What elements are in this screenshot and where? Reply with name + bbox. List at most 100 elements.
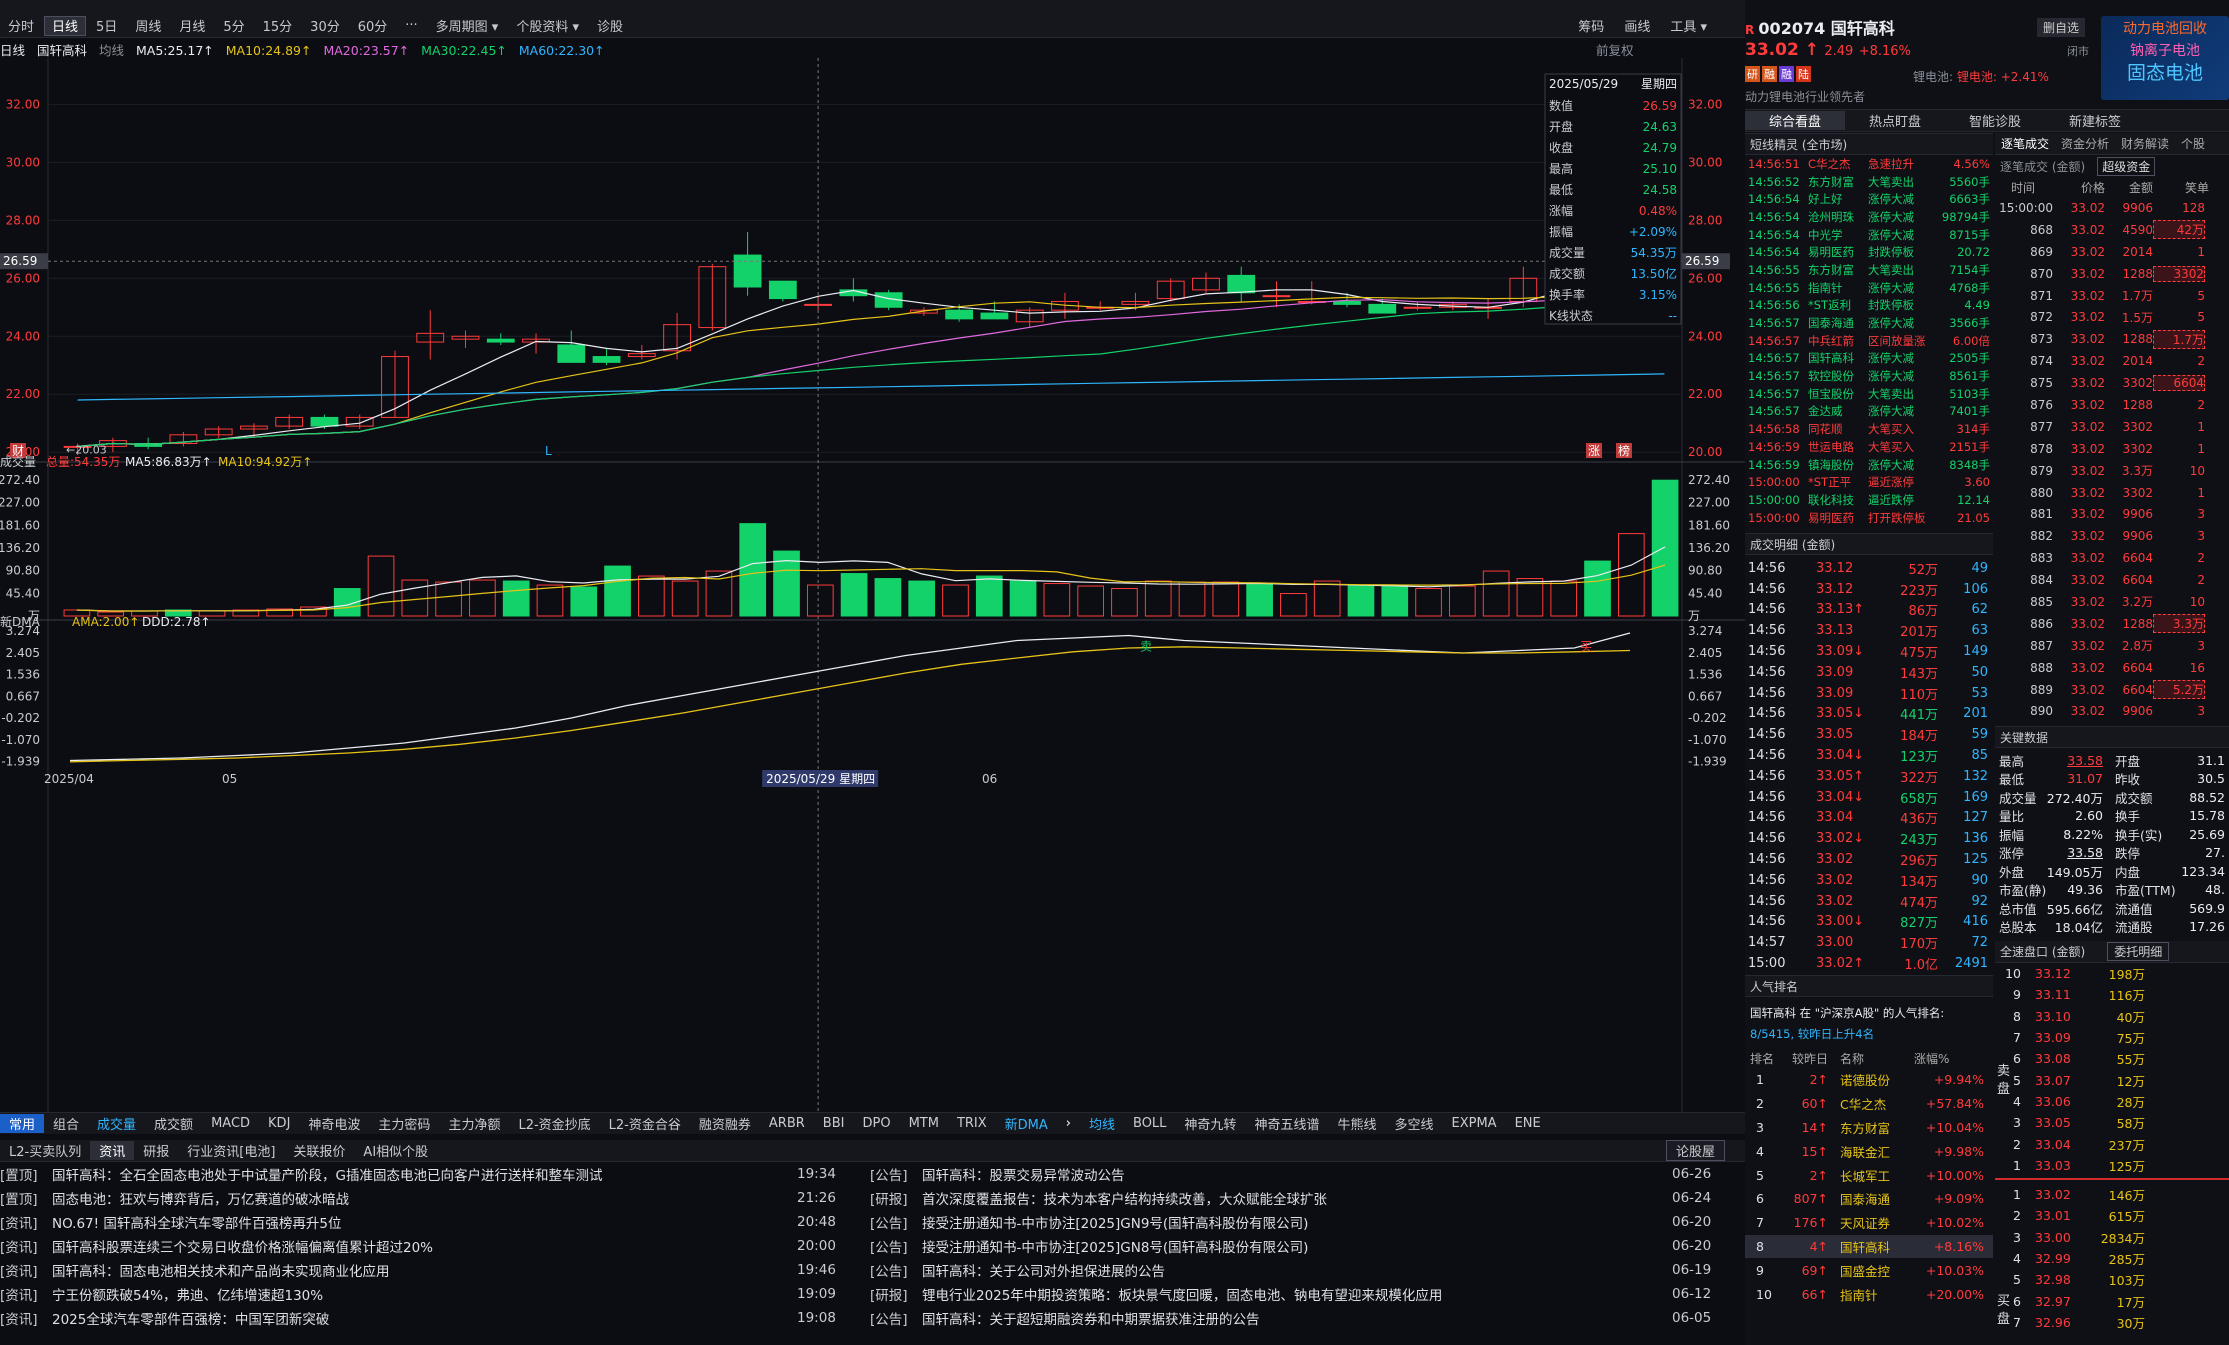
toolbar-right-item[interactable]: 筹码 [1578,20,1605,35]
short-row[interactable]: 14:56:54 中光学 涨停大减 8715手 [1748,226,1993,244]
candle-body[interactable] [451,335,480,340]
indicator-tab[interactable]: MACD [211,1116,251,1131]
short-row[interactable]: 14:56:55 指南针 涨停大减 4768手 [1748,279,1993,297]
rank-row[interactable]: 4 15↑ 海联金汇 +9.98% [1745,1139,1993,1163]
sell-level[interactable]: 1 33.03 125万 [1995,1155,2229,1176]
candle-body[interactable] [627,353,656,358]
volume-bar[interactable] [638,575,665,617]
short-row[interactable]: 14:56:57 金达威 涨停大减 7401手 [1748,403,1993,421]
candle-body[interactable] [1015,309,1044,323]
news-item[interactable]: [资讯] 国轩高科股票连续三个交易日收盘价格涨幅偏离值累计超过20% 20:00 [0,1234,850,1258]
volume-bar[interactable] [604,565,631,617]
tick-tab[interactable]: 财务解读 [2121,137,2170,151]
overlay-tab[interactable]: 牛熊线 [1337,1118,1377,1133]
volume-bar[interactable] [164,609,192,617]
news-tab[interactable]: 行业资讯[电池] [187,1145,276,1160]
indicator-tab[interactable]: 常用 [0,1114,45,1133]
candle-body[interactable] [204,428,233,436]
volume-bar[interactable] [1617,533,1645,617]
toolbar-item[interactable]: 5日 [96,20,118,35]
tick-tab[interactable]: 个股 [2181,137,2206,151]
news-item[interactable]: [资讯] 宁王份额跌破54%，弗迪、亿纬增速超130% 19:09 [0,1282,850,1306]
short-row[interactable]: 14:56:57 国轩高科 涨停大减 2505手 [1748,350,1993,368]
overlay-tab[interactable]: 神奇五线谱 [1254,1118,1320,1133]
news-tab[interactable]: 研报 [143,1145,170,1160]
candle-body[interactable] [310,416,339,427]
chart-area[interactable]: 32.00 32.00 30.00 30.00 28.00 28.00 26.00 26.00… [0,58,1745,1138]
candle-body[interactable] [1262,295,1291,298]
volume-bar[interactable] [1482,570,1510,617]
rank-row[interactable]: 3 14↑ 东方财富 +10.04% [1745,1116,1993,1140]
short-row[interactable]: 14:56:54 沧州明珠 涨停大减 98794手 [1748,208,1993,226]
volume-bar[interactable] [1381,584,1409,617]
tab-next-icon[interactable]: › [1065,1116,1071,1131]
buy-level[interactable]: 7 32.96 30万 [1995,1312,2229,1333]
volume-bar[interactable] [300,606,327,617]
candle-body[interactable] [768,280,797,300]
restore-toggle[interactable]: 前复权 [1596,43,1634,58]
volume-bar[interactable] [874,578,902,617]
short-row[interactable]: 14:56:51 C华之杰 急速拉升 4.56% [1748,155,1993,173]
buy-level[interactable]: 1 33.02 146万 [1995,1184,2229,1205]
sell-level[interactable]: 2 33.04 237万 [1995,1133,2229,1154]
indicator-tab[interactable]: 成交额 [154,1118,194,1133]
indicator-tab[interactable]: L2-资金合谷 [608,1118,681,1133]
order-detail-button[interactable]: 委托明细 [2107,942,2170,961]
rank-row[interactable]: 8 4↑ 国轩高科 +8.16% [1745,1234,1993,1259]
news-item[interactable]: [公告] 国轩高科：关于超短期融资券和中期票据获准注册的公告 06-05 [870,1306,1745,1330]
indicator-tab[interactable]: TRIX [956,1116,987,1131]
news-item[interactable]: [研报] 锂电行业2025年中期投资策略：板块景气度回暖，固态电池、钠电有望迎来规… [870,1282,1745,1306]
short-row[interactable]: 14:56:52 东方财富 大笔卖出 5560手 [1748,173,1993,191]
rank-row[interactable]: 1 2↑ 诺德股份 +9.94% [1745,1068,1993,1092]
news-tab[interactable]: AI相似个股 [363,1145,429,1160]
short-row[interactable]: 14:56:57 恒宝股份 大笔卖出 5103手 [1748,385,1993,403]
candle-body[interactable] [909,309,938,314]
volume-bar[interactable] [671,580,699,617]
toolbar-right-item[interactable]: 工具 ▾ [1670,20,1707,35]
toolbar-item[interactable]: 5分 [223,20,245,35]
short-row[interactable]: 14:56:59 世运电路 大笔买入 2151手 [1748,438,1993,456]
buy-level[interactable]: 4 32.99 285万 [1995,1248,2229,1269]
volume-bar[interactable] [367,555,395,617]
volume-bar[interactable] [1280,593,1307,617]
news-tab[interactable]: L2-买卖队列 [9,1145,82,1160]
overlay-tab[interactable]: 神奇九转 [1184,1118,1237,1133]
indicator-tab[interactable]: ARBR [768,1116,805,1131]
volume-bar[interactable] [975,575,1003,617]
sell-level[interactable]: 9 33.11 116万 [1995,984,2229,1005]
ad-banner[interactable]: 动力电池回收 钠离子电池 固态电池 [2101,16,2229,100]
candle-body[interactable] [1227,274,1256,294]
indicator-tab[interactable]: 新DMA [1004,1118,1048,1133]
news-item[interactable]: [公告] 国轩高科：关于公司对外担保进展的公告 06-19 [870,1258,1745,1282]
buy-level[interactable]: 6 32.97 17万 [1995,1290,2229,1311]
candle-body[interactable] [945,309,974,320]
short-row[interactable]: 14:56:58 同花顺 大笔买入 314手 [1748,420,1993,438]
badge[interactable]: L [545,444,552,458]
volume-bar[interactable] [63,609,91,617]
toolbar-item[interactable]: 周线 [135,20,162,35]
news-item[interactable]: [公告] 接受注册通知书-中市协注[2025]GN8号(国轩高科股份有限公司) 06… [870,1234,1745,1258]
overlay-tab[interactable]: BOLL [1133,1116,1167,1131]
candle-body[interactable] [1192,277,1220,291]
candle-body[interactable] [557,344,586,363]
toolbar-item[interactable]: 日线 [44,15,87,36]
indicator-tab[interactable]: 主力净额 [448,1118,501,1133]
candle-body[interactable] [486,338,515,343]
rank-row[interactable]: 6 807↑ 国泰海通 +9.09% [1745,1187,1993,1211]
sell-level[interactable]: 3 33.05 58万 [1995,1112,2229,1133]
toolbar-item[interactable]: 月线 [179,20,206,35]
volume-bar[interactable] [705,570,733,617]
forum-button[interactable]: 论股屋 [1665,1140,1725,1161]
toolbar-right-item[interactable]: 画线 [1624,20,1651,35]
toolbar-item[interactable]: 分时 [8,20,35,35]
indicator-tab[interactable]: 成交量 [97,1118,137,1133]
indicator-tab[interactable]: KDJ [268,1116,291,1131]
volume-bar[interactable] [502,580,530,617]
sell-level[interactable]: 4 33.06 28万 [1995,1091,2229,1112]
right-tab[interactable]: 新建标签 [2068,115,2121,130]
short-row[interactable]: 14:56:56 *ST返利 封跌停板 4.49 [1748,297,1993,315]
rank-row[interactable]: 7 176↑ 天风证券 +10.02% [1745,1211,1993,1235]
news-item[interactable]: [资讯] 2025全球汽车零部件百强榜：中国军团新突破 19:08 [0,1306,850,1330]
candle-body[interactable] [169,434,198,445]
candle-body[interactable] [381,356,409,418]
